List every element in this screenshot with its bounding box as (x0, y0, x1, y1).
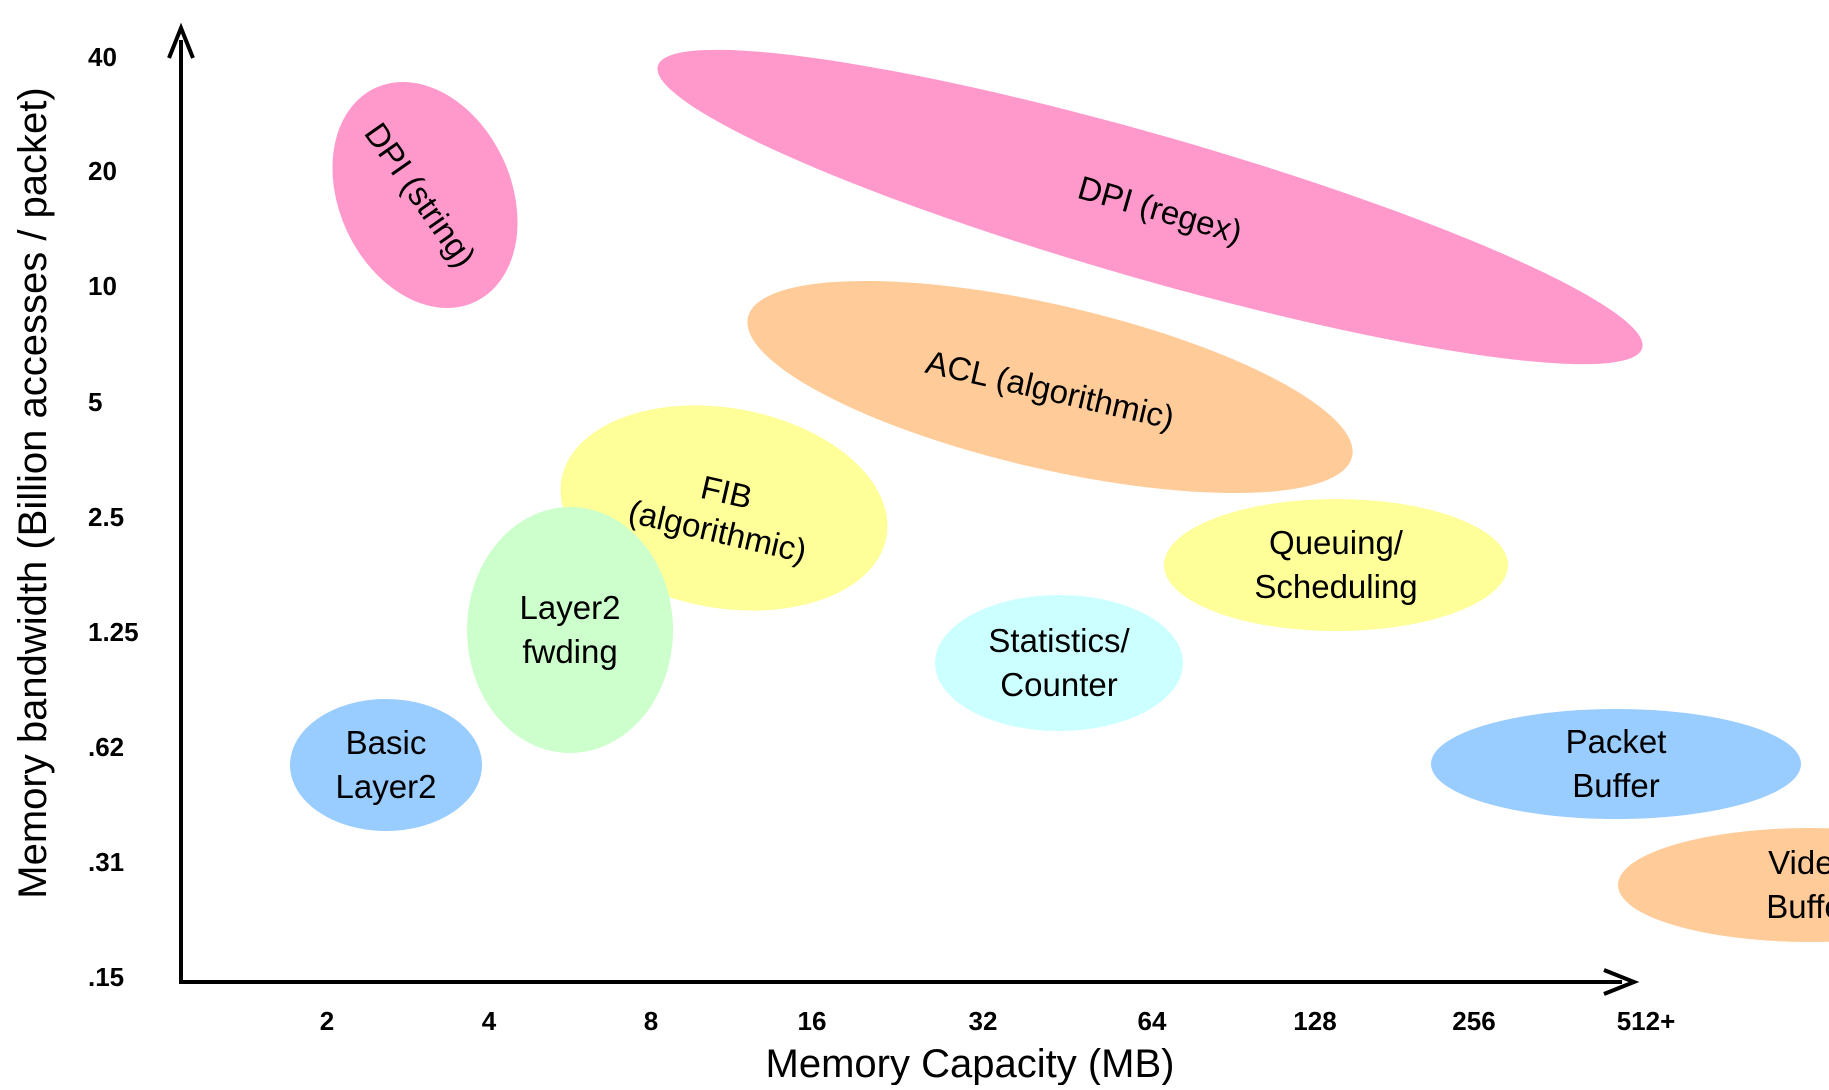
region-basic-layer2: Basic Layer2 (290, 699, 482, 831)
region-basic-layer2-label-line: Layer2 (336, 768, 437, 805)
region-basic-layer2-label: Basic Layer2 (336, 724, 437, 805)
region-dpi-regex: DPI (regex) (657, 49, 1643, 365)
region-video-buffer-ellipse (1618, 828, 1829, 942)
region-queuing-scheduling-label-line: Scheduling (1254, 568, 1417, 605)
y-tick-label: 10 (88, 271, 117, 301)
region-video-buffer-label: Video Buffer (1766, 844, 1829, 925)
region-layer2-fwding-label: Layer2 fwding (520, 589, 621, 670)
region-packet-buffer-label-line: Packet (1566, 723, 1667, 760)
region-queuing-scheduling-ellipse (1164, 499, 1508, 631)
region-dpi-string-ellipse (332, 82, 518, 308)
region-statistics-counter: Statistics/Counter (935, 595, 1183, 731)
y-tick-label: 5 (88, 387, 102, 417)
x-axis-title: Memory Capacity (MB) (766, 1042, 1175, 1085)
tick-labels: 2 4 8 16 32 64 128 256 512+ 40 20 10 5 2.5 1.25 .62 .31.… (88, 42, 1675, 1036)
x-axis-arrowhead (1603, 968, 1640, 996)
y-tick-label: 40 (88, 42, 117, 72)
region-acl: ACL (algorithmic) (747, 280, 1353, 494)
region-layer2-fwding-label-line: fwding (522, 633, 617, 670)
y-tick-label: 2.5 (88, 502, 124, 532)
y-axis-title: Memory bandwidth (Billion accesses / pac… (11, 87, 55, 898)
region-statistics-counter-label: Statistics/Counter (988, 622, 1130, 703)
x-tick-label: 32 (969, 1006, 998, 1036)
y-tick-label: 20 (88, 156, 117, 186)
x-tick-label: 256 (1452, 1006, 1495, 1036)
region-video-buffer-label-line: Video (1768, 844, 1829, 881)
region-dpi-regex-ellipse (657, 49, 1643, 365)
region-packet-buffer-label-line: Buffer (1572, 767, 1659, 804)
region-statistics-counter-ellipse (935, 595, 1183, 731)
x-tick-label: 16 (798, 1006, 827, 1036)
region-packet-buffer-label: Packet Buffer (1566, 723, 1667, 804)
region-basic-layer2-ellipse (290, 699, 482, 831)
y-tick-label: .31 (88, 847, 124, 877)
y-tick-label: .15 (88, 962, 124, 992)
region-basic-layer2-label-line: Basic (346, 724, 427, 761)
x-tick-label: 4 (482, 1006, 497, 1036)
x-tick-label: 512+ (1617, 1006, 1676, 1036)
x-tick-label: 128 (1293, 1006, 1336, 1036)
y-tick-label: .62 (88, 732, 124, 762)
region-layer2-fwding-label-line: Layer2 (520, 589, 621, 626)
region-queuing-scheduling-label-line: Queuing/ (1269, 524, 1404, 561)
region-queuing-scheduling-label: Queuing/Scheduling (1254, 524, 1417, 605)
region-statistics-counter-label-line: Counter (1000, 666, 1117, 703)
regions-layer: DPI (string) DPI (regex)ACL (algorithmic)… (290, 49, 1829, 942)
axes (167, 22, 1640, 996)
region-packet-buffer: Packet Buffer (1431, 709, 1801, 819)
region-queuing-scheduling: Queuing/Scheduling (1164, 499, 1508, 631)
region-video-buffer-label-line: Buffer (1766, 888, 1829, 925)
region-layer2-fwding-ellipse (467, 507, 673, 753)
region-layer2-fwding: Layer2 fwding (467, 507, 673, 753)
region-acl-ellipse (747, 280, 1353, 494)
y-tick-label: 1.25 (88, 617, 139, 647)
region-packet-buffer-ellipse (1431, 709, 1801, 819)
region-statistics-counter-label-line: Statistics/ (988, 622, 1130, 659)
region-video-buffer: Video Buffer (1618, 828, 1829, 942)
region-dpi-string: DPI (string) (332, 82, 518, 308)
x-tick-label: 8 (644, 1006, 658, 1036)
x-tick-label: 2 (320, 1006, 334, 1036)
y-axis-arrowhead (167, 22, 195, 59)
x-tick-label: 64 (1138, 1006, 1167, 1036)
